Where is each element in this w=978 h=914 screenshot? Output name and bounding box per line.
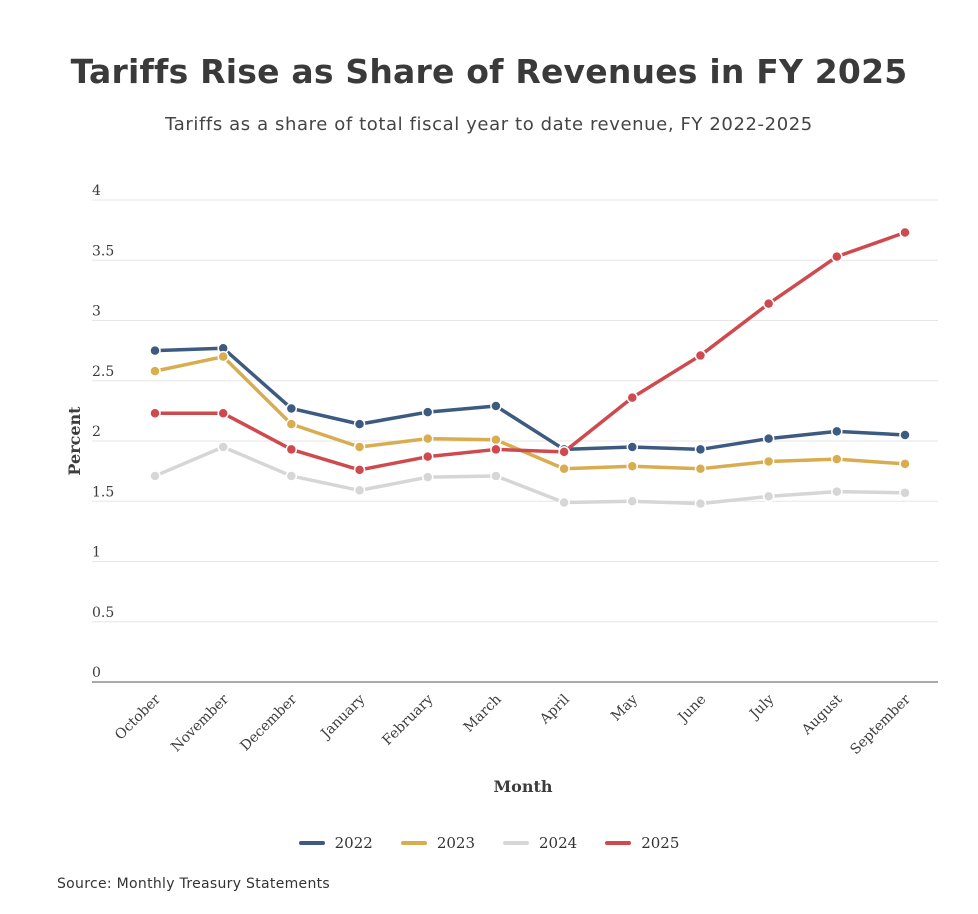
- series-line-2024: [153, 445, 907, 506]
- legend-item-2022: 2022: [298, 834, 373, 852]
- x-tick-label: March: [461, 692, 505, 736]
- data-point-2023: [694, 462, 707, 475]
- y-tick-label: 1.5: [92, 484, 114, 500]
- y-tick-label: 2.5: [92, 364, 114, 380]
- source-note: Source: Monthly Treasury Statements: [57, 876, 331, 892]
- data-point-2025: [149, 407, 161, 420]
- x-tick-label: July: [746, 691, 778, 723]
- y-tick-label: 2: [92, 424, 101, 440]
- legend-label: 2024: [539, 834, 578, 852]
- series-line-2025: [153, 230, 907, 472]
- data-point-2023: [149, 365, 161, 377]
- legend-item-2025: 2025: [605, 834, 679, 852]
- data-point-2025: [421, 450, 434, 463]
- legend: 2022 2023 2024 2025: [0, 834, 978, 852]
- data-point-2025: [762, 297, 775, 310]
- y-tick-label: 3.5: [92, 243, 114, 259]
- data-point-2024: [626, 495, 639, 507]
- data-point-2024: [490, 470, 502, 482]
- data-point-2023: [285, 418, 298, 430]
- x-tick-label: December: [237, 691, 300, 754]
- legend-label: 2022: [334, 834, 373, 852]
- data-point-2022: [694, 443, 707, 456]
- x-tick-label: August: [798, 691, 846, 739]
- x-tick-label: February: [379, 691, 436, 748]
- data-point-2024: [899, 487, 911, 499]
- series-2025: [149, 226, 911, 476]
- data-point-2023: [831, 453, 843, 465]
- x-tick-label: April: [536, 691, 573, 728]
- data-point-2024: [217, 441, 229, 453]
- data-point-2023: [899, 458, 911, 470]
- x-axis-ticks: October November December January February Ma…: [112, 691, 914, 758]
- data-point-2024: [831, 485, 843, 498]
- data-point-2025: [899, 226, 911, 239]
- data-point-2022: [831, 425, 843, 438]
- series-lines: [149, 226, 911, 510]
- data-point-2023: [626, 460, 639, 473]
- data-point-2024: [353, 484, 366, 497]
- x-axis-title: Month: [493, 777, 552, 796]
- series-line-2022: [153, 346, 907, 452]
- data-point-2025: [694, 349, 707, 362]
- data-point-2023: [762, 455, 775, 468]
- data-point-2022: [490, 400, 502, 412]
- x-tick-label: October: [112, 691, 164, 743]
- series-2022: [149, 342, 911, 456]
- data-point-2024: [694, 497, 707, 510]
- y-tick-label: 4: [92, 183, 101, 199]
- data-point-2024: [149, 470, 161, 482]
- data-point-2025: [831, 250, 843, 263]
- data-point-2023: [421, 432, 434, 445]
- legend-item-2024: 2024: [503, 834, 577, 852]
- data-point-2023: [353, 441, 366, 453]
- x-tick-label: January: [317, 691, 369, 743]
- x-tick-label: September: [847, 691, 914, 758]
- x-tick-label: November: [168, 691, 232, 755]
- data-point-2022: [421, 406, 434, 418]
- data-point-2022: [762, 432, 775, 445]
- y-axis-title: Percent: [65, 406, 84, 476]
- data-point-2025: [490, 443, 502, 456]
- series-2024: [149, 441, 911, 510]
- legend-swatch: [298, 841, 325, 845]
- data-point-2024: [558, 496, 570, 509]
- legend-label: 2023: [436, 834, 475, 852]
- data-point-2023: [490, 434, 502, 446]
- legend-item-2023: 2023: [400, 834, 475, 852]
- data-point-2022: [626, 441, 639, 453]
- data-point-2025: [353, 464, 366, 476]
- data-point-2025: [626, 391, 639, 404]
- x-tick-label: June: [674, 692, 709, 727]
- data-point-2024: [285, 470, 298, 482]
- chart-title: Tariffs Rise as Share of Revenues in FY …: [70, 52, 908, 91]
- data-point-2024: [762, 490, 775, 503]
- x-tick-label: May: [608, 691, 641, 724]
- legend-label: 2025: [641, 834, 680, 852]
- data-point-2025: [217, 407, 229, 420]
- data-point-2022: [899, 429, 911, 441]
- data-point-2025: [285, 443, 298, 456]
- y-tick-label: 0: [92, 665, 101, 681]
- data-point-2023: [558, 462, 570, 475]
- chart-subtitle: Tariffs as a share of total fiscal year …: [165, 114, 813, 135]
- legend-swatch: [400, 841, 427, 845]
- gridlines: 0 0.5 1 1.5 2 2.5 3 3.5 4: [92, 183, 938, 681]
- series-2023: [149, 350, 911, 475]
- data-point-2022: [353, 418, 366, 430]
- data-point-2025: [558, 446, 570, 458]
- legend-swatch: [605, 841, 632, 845]
- data-point-2022: [285, 402, 298, 415]
- series-line-2023: [153, 354, 907, 471]
- data-point-2024: [421, 471, 434, 483]
- y-tick-label: 0.5: [92, 605, 114, 621]
- legend-swatch: [503, 841, 529, 845]
- data-point-2022: [149, 344, 161, 357]
- data-point-2023: [217, 350, 229, 363]
- y-tick-label: 3: [92, 304, 101, 320]
- y-tick-label: 1: [92, 545, 101, 561]
